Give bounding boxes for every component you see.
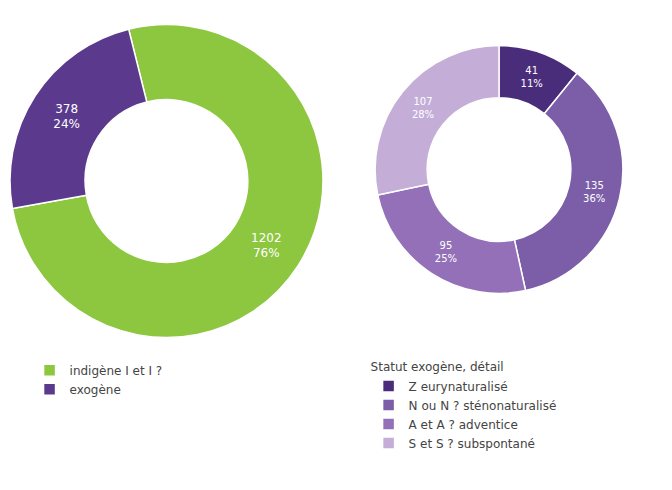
- svg-text:13536%: 13536%: [583, 180, 605, 204]
- svg-text:9525%: 9525%: [435, 240, 457, 264]
- svg-text:N ou N ? sténonaturalisé: N ou N ? sténonaturalisé: [409, 399, 557, 413]
- svg-text:4111%: 4111%: [521, 65, 543, 89]
- svg-text:S et S ? subspontané: S et S ? subspontané: [409, 437, 535, 451]
- svg-text:37824%: 37824%: [53, 102, 80, 132]
- svg-text:10728%: 10728%: [412, 96, 434, 120]
- svg-text:120276%: 120276%: [251, 231, 282, 261]
- svg-text:Statut exogène, détail: Statut exogène, détail: [371, 360, 504, 374]
- svg-text:indigène I et I ?: indigène I et I ?: [70, 364, 163, 378]
- svg-text:Z eurynaturalisé: Z eurynaturalisé: [409, 380, 508, 394]
- svg-text:A et A ? adventice: A et A ? adventice: [409, 418, 518, 432]
- svg-text:exogène: exogène: [70, 383, 121, 397]
